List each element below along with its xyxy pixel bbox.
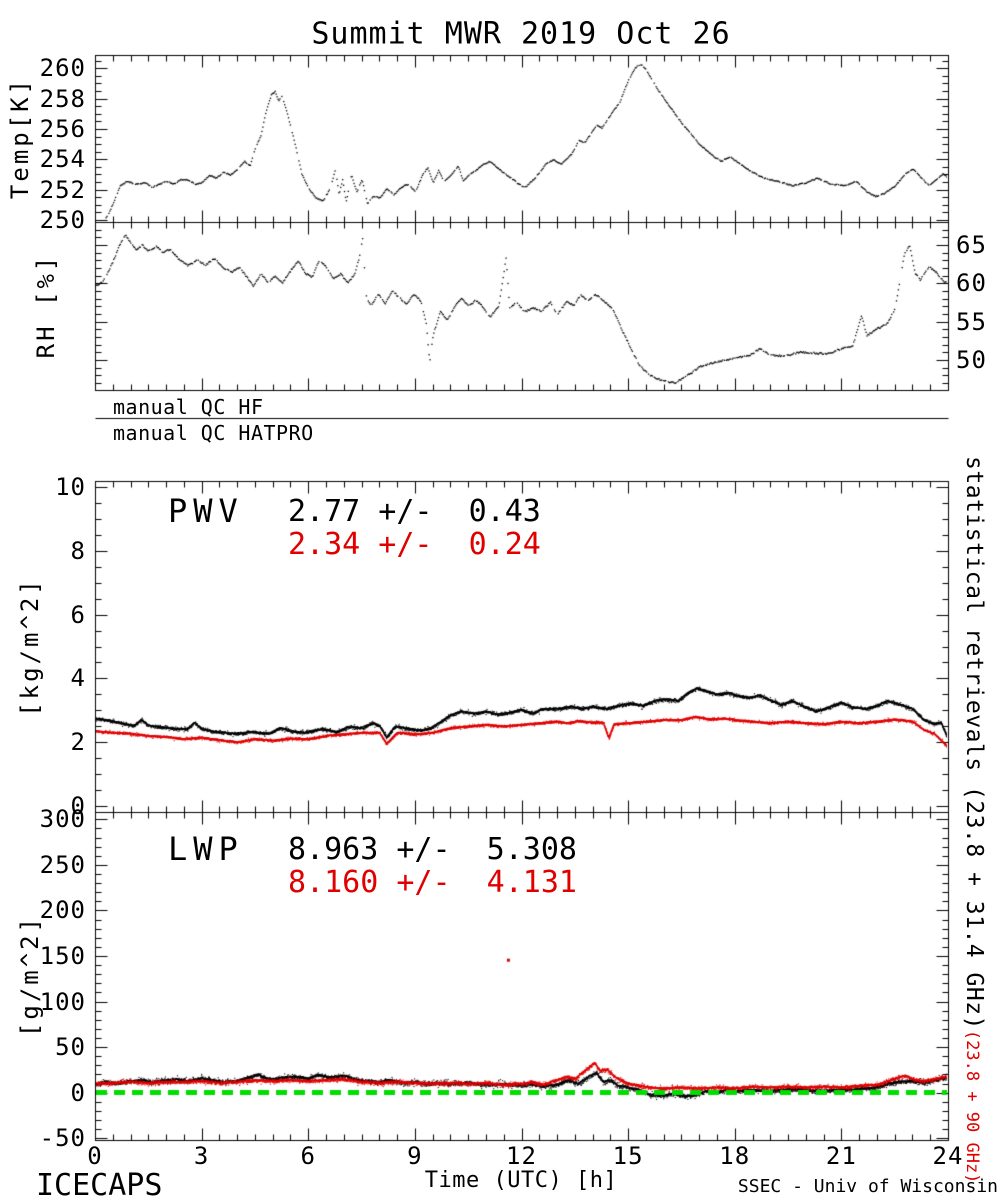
pwv-stats-black: 2.77 +/- 0.43 [288,494,541,529]
lwp-tick-label: 0 [70,1078,86,1107]
rh-axis-label: RH [%] [32,253,60,359]
time-tick-label: 6 [300,1142,316,1170]
retrieval-method-label: statistical retrievals (23.8 + 31.4 GHz)… [961,456,987,1183]
lwp-tick-label: 150 [39,941,86,970]
x-axis-title: Time (UTC) [h] [424,1168,618,1193]
temp-tick-label: 250 [39,206,86,235]
rh-tick-label: 55 [956,307,987,336]
credit-label: SSEC - Univ of Wisconsin [737,1176,998,1197]
time-tick-label: 24 [932,1142,964,1170]
lwp-axis-label: [g/m^2] [16,914,44,1038]
rh-tick-label: 60 [956,269,987,298]
lwp-tick-label: -50 [39,1124,86,1153]
time-tick-label: 9 [407,1142,423,1170]
pwv-panel-label: PWV [168,492,244,530]
pwv-tick-label: 0 [70,791,86,820]
pwv-tick-label: 8 [70,537,86,566]
time-tick-label: 12 [506,1142,537,1170]
lwp-tick-label: 250 [39,850,86,879]
lwp-tick-label: 300 [39,805,86,834]
temp-tick-label: 252 [39,175,86,204]
time-tick-label: 15 [612,1142,644,1170]
pwv-stats-red: 2.34 +/- 0.24 [288,527,541,562]
lwp-stats-red: 8.160 +/- 4.131 [288,865,577,900]
temp-tick-label: 258 [39,84,86,113]
figure-title: Summit MWR 2019 Oct 26 [311,16,731,52]
pwv-tick-label: 10 [55,473,86,502]
lwp-tick-label: 50 [55,1033,86,1062]
rh-tick-label: 65 [956,231,987,259]
time-tick-label: 21 [825,1142,857,1170]
lwp-tick-label: 200 [39,896,86,925]
lwp-tick-label: 100 [39,987,86,1016]
pwv-tick-label: 4 [70,664,86,693]
qc-note-hf: manual QC HF [113,395,264,419]
temp-tick-label: 260 [39,54,86,83]
time-tick-label: 18 [719,1142,751,1170]
time-tick-label: 0 [87,1142,103,1170]
rh-tick-label: 50 [956,346,987,375]
pwv-tick-label: 6 [70,600,86,629]
project-label: ICECAPS [36,1168,163,1200]
pwv-axis-label: [kg/m^2] [16,577,44,717]
temp-tick-label: 254 [39,145,86,174]
pwv-tick-label: 2 [70,727,86,756]
qc-note-hatpro: manual QC HATPRO [113,421,314,445]
retrieval-method-black: statistical retrievals (23.8 + 31.4 GHz) [961,456,987,1030]
lwp-stats-black: 8.963 +/- 5.308 [288,832,577,867]
lwp-panel-label: LWP [168,830,244,868]
time-tick-label: 3 [193,1142,210,1170]
temp-tick-label: 256 [39,114,86,143]
